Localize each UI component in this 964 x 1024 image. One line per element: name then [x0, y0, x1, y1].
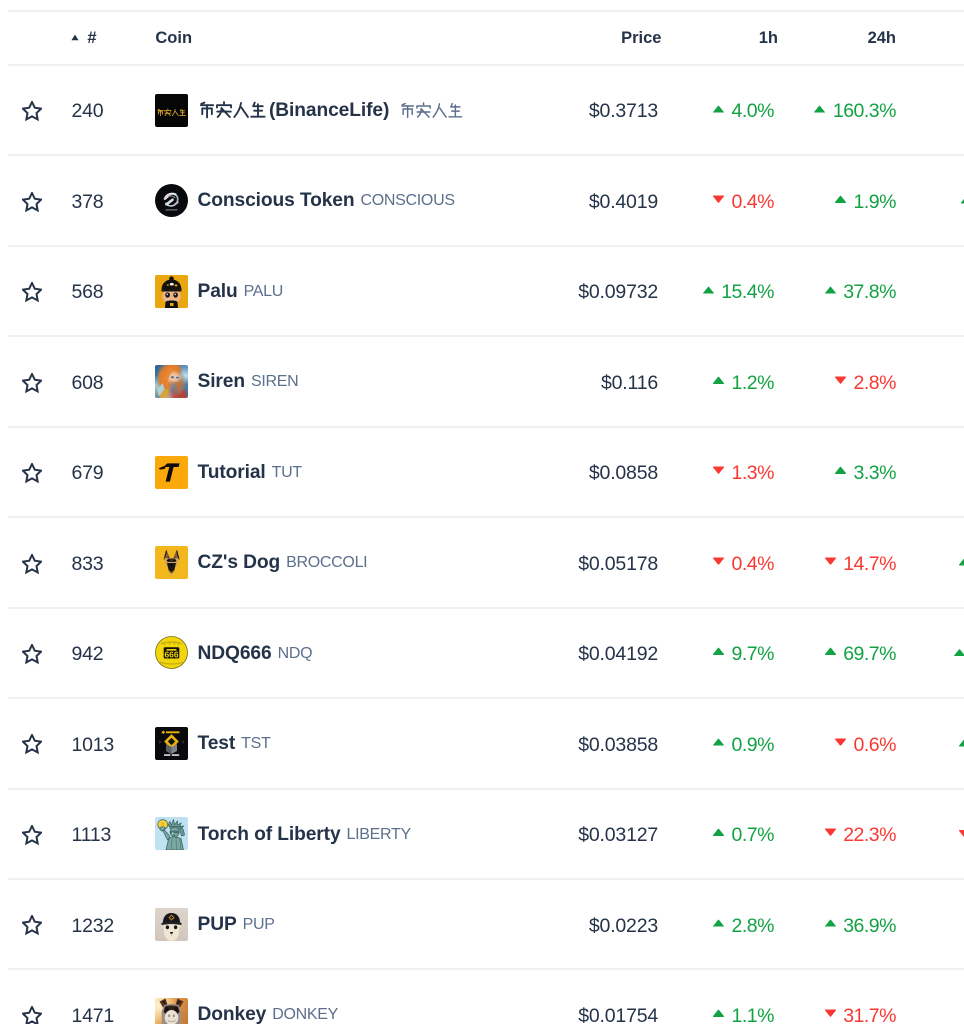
- svg-text:666: 666: [164, 650, 178, 660]
